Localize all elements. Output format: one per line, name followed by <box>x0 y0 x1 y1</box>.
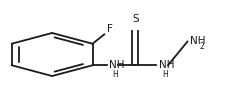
Text: NH: NH <box>190 36 206 46</box>
Text: 2: 2 <box>200 43 204 51</box>
Text: NH: NH <box>159 60 174 70</box>
Text: S: S <box>132 14 139 24</box>
Text: NH: NH <box>109 60 124 70</box>
Text: H: H <box>162 70 168 79</box>
Text: F: F <box>106 24 112 34</box>
Text: H: H <box>112 70 118 79</box>
